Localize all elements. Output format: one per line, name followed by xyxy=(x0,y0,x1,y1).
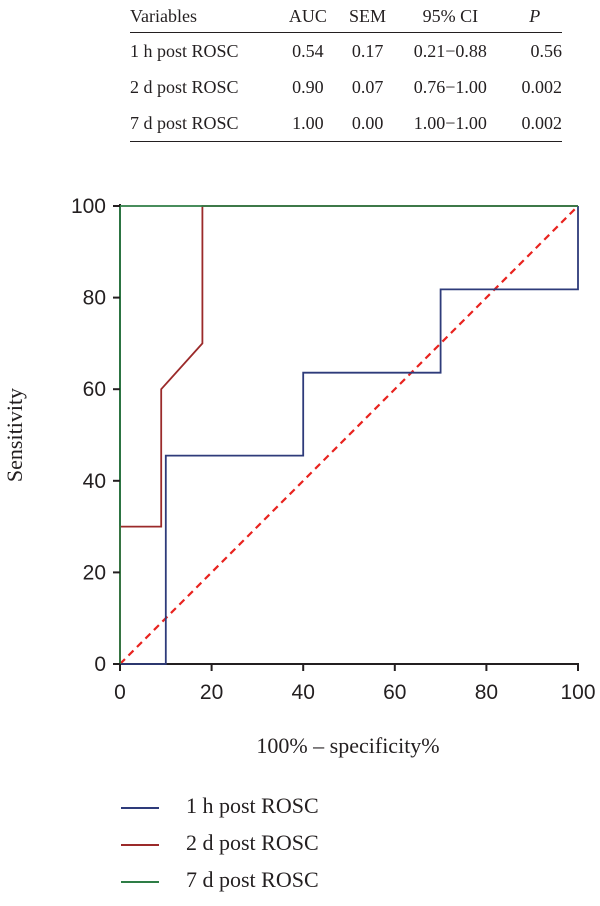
cell-variable: 2 d post ROSC xyxy=(130,76,239,97)
cell-ci: 0.21−0.88 xyxy=(413,40,487,61)
cell-variable: 1 h post ROSC xyxy=(130,40,239,61)
x-axis-label: 100% – specificity% xyxy=(256,733,439,758)
header-p: P xyxy=(503,0,562,33)
cell-p: 0.002 xyxy=(503,105,562,142)
header-sem: SEM xyxy=(338,0,398,33)
reference-diagonal-line xyxy=(119,205,579,665)
table-row: 2 d post ROSC 0.90 0.07 0.76−1.00 0.002 xyxy=(130,69,562,105)
legend-label-7d: 7 d post ROSC xyxy=(186,867,319,892)
y-tick-label: 100 xyxy=(71,195,106,218)
roc-chart: 0 20 40 60 80 100 0 20 40 60 80 100 100% – specific… xyxy=(2,195,596,758)
cell-auc: 0.90 xyxy=(292,76,324,97)
x-tick-label: 60 xyxy=(383,681,406,704)
table-header-row: Variables AUC SEM 95% CI P xyxy=(130,0,562,33)
cell-sem: 0.07 xyxy=(351,76,384,97)
y-axis-label: Sensitivity xyxy=(2,388,27,482)
cell-p: 0.002 xyxy=(521,76,563,97)
x-tick-label: 40 xyxy=(292,681,315,704)
cell-sem: 0.17 xyxy=(351,40,384,61)
y-tick-label: 80 xyxy=(83,287,106,310)
cell-p: 0.56 xyxy=(530,40,563,61)
header-variables: Variables xyxy=(130,0,278,33)
cell-ci: 0.76−1.00 xyxy=(413,76,487,97)
table-row: 7 d post ROSC 1.00 0.00 1.00−1.00 0.002 xyxy=(130,105,562,142)
table-row: 1 h post ROSC 0.54 0.17 0.21−0.88 0.56 xyxy=(130,33,562,70)
x-tick-label: 100 xyxy=(560,681,595,704)
cell-auc: 0.54 xyxy=(292,40,324,61)
y-tick-label: 0 xyxy=(94,653,106,676)
auc-statistics-table: Variables AUC SEM 95% CI P 1 h post ROSC… xyxy=(130,0,562,142)
cell-auc: 1.00 xyxy=(277,105,339,142)
x-tick-label: 20 xyxy=(200,681,223,704)
series-line-1h xyxy=(120,206,579,665)
x-tick-label: 80 xyxy=(475,681,498,704)
legend-label-2d: 2 d post ROSC xyxy=(186,830,319,855)
header-ci: 95% CI xyxy=(397,0,504,33)
x-tick-label: 0 xyxy=(114,681,126,704)
legend-label-1h: 1 h post ROSC xyxy=(186,793,319,818)
reference-line-group xyxy=(119,205,579,665)
header-auc: AUC xyxy=(277,0,339,33)
y-tick-label: 40 xyxy=(83,470,106,493)
y-tick-label: 20 xyxy=(83,561,106,584)
legend-swatch-1h xyxy=(121,807,159,809)
legend-swatch-7d xyxy=(121,881,159,883)
legend-swatch-2d xyxy=(121,844,159,846)
cell-variable: 7 d post ROSC xyxy=(130,105,278,142)
tick-group: 0 20 40 60 80 100 0 20 40 60 80 100 xyxy=(71,195,596,704)
y-tick-label: 60 xyxy=(83,378,106,401)
cell-ci: 1.00−1.00 xyxy=(397,105,504,142)
cell-sem: 0.00 xyxy=(338,105,398,142)
